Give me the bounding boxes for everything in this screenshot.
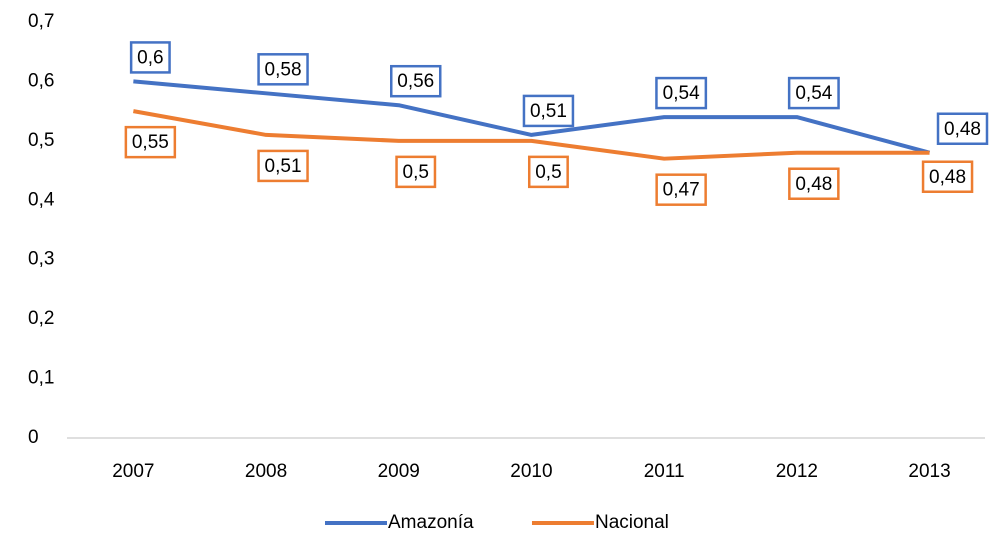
data-label-text: 0,48 bbox=[929, 167, 966, 188]
data-label: 0,51 bbox=[257, 149, 309, 183]
data-label-box bbox=[655, 76, 708, 110]
x-tick-label: 2011 bbox=[644, 461, 685, 482]
legend-label: Amazonía bbox=[388, 512, 474, 533]
data-label: 0,54 bbox=[787, 76, 840, 110]
data-label: 0,48 bbox=[788, 167, 840, 200]
y-tick-label: 0,6 bbox=[28, 70, 54, 91]
data-label-text: 0,5 bbox=[403, 162, 429, 183]
legend-label: Nacional bbox=[595, 512, 669, 533]
data-label: 0,6 bbox=[129, 41, 171, 74]
data-label-box bbox=[788, 167, 840, 200]
data-label-text: 0,55 bbox=[132, 132, 169, 153]
x-tick-label: 2007 bbox=[112, 461, 154, 482]
data-label-box bbox=[395, 155, 437, 189]
data-label-box bbox=[129, 41, 171, 74]
data-label-box bbox=[787, 76, 840, 110]
data-label-box bbox=[527, 155, 569, 189]
y-tick-label: 0,1 bbox=[28, 368, 54, 389]
data-label-text: 0,48 bbox=[944, 119, 981, 140]
data-label-box bbox=[921, 160, 974, 193]
x-tick-label: 2010 bbox=[510, 461, 552, 482]
data-label-text: 0,54 bbox=[795, 83, 832, 104]
data-label: 0,47 bbox=[655, 173, 707, 206]
data-label-text: 0,5 bbox=[535, 162, 561, 183]
data-label: 0,51 bbox=[522, 94, 575, 128]
data-label-box bbox=[257, 53, 309, 86]
y-tick-label: 0,2 bbox=[28, 308, 54, 329]
data-label: 0,48 bbox=[936, 112, 989, 145]
data-label: 0,56 bbox=[390, 64, 442, 98]
data-label: 0,5 bbox=[395, 155, 437, 189]
data-label-box bbox=[936, 112, 989, 145]
data-label: 0,55 bbox=[124, 125, 177, 159]
data-label-box bbox=[522, 94, 575, 128]
y-tick-label: 0 bbox=[28, 427, 39, 448]
x-tick-label: 2013 bbox=[908, 461, 950, 482]
y-tick-label: 0,7 bbox=[28, 11, 54, 32]
data-label-text: 0,51 bbox=[265, 156, 302, 177]
data-label-text: 0,51 bbox=[530, 101, 567, 122]
data-label-box bbox=[655, 173, 707, 206]
data-label-text: 0,6 bbox=[137, 47, 163, 68]
x-tick-label: 2009 bbox=[378, 461, 420, 482]
data-label-box bbox=[257, 149, 309, 183]
data-label: 0,54 bbox=[655, 76, 708, 110]
data-label-box bbox=[390, 64, 442, 98]
series-line bbox=[132, 109, 930, 161]
y-tick-label: 0,4 bbox=[28, 189, 55, 210]
data-label-text: 0,48 bbox=[795, 174, 832, 195]
data-label-text: 0,47 bbox=[663, 180, 700, 201]
y-tick-label: 0,3 bbox=[28, 249, 54, 270]
x-tick-label: 2008 bbox=[245, 461, 287, 482]
data-label: 0,5 bbox=[527, 155, 569, 189]
data-label-text: 0,54 bbox=[663, 83, 700, 104]
series-line bbox=[133, 79, 931, 155]
data-label-text: 0,56 bbox=[397, 71, 434, 92]
y-tick-label: 0,5 bbox=[28, 130, 54, 151]
data-label-box bbox=[124, 125, 177, 159]
data-label: 0,48 bbox=[921, 160, 974, 193]
data-label: 0,58 bbox=[257, 53, 309, 86]
x-tick-label: 2012 bbox=[776, 461, 818, 482]
data-label-text: 0,58 bbox=[265, 59, 302, 80]
